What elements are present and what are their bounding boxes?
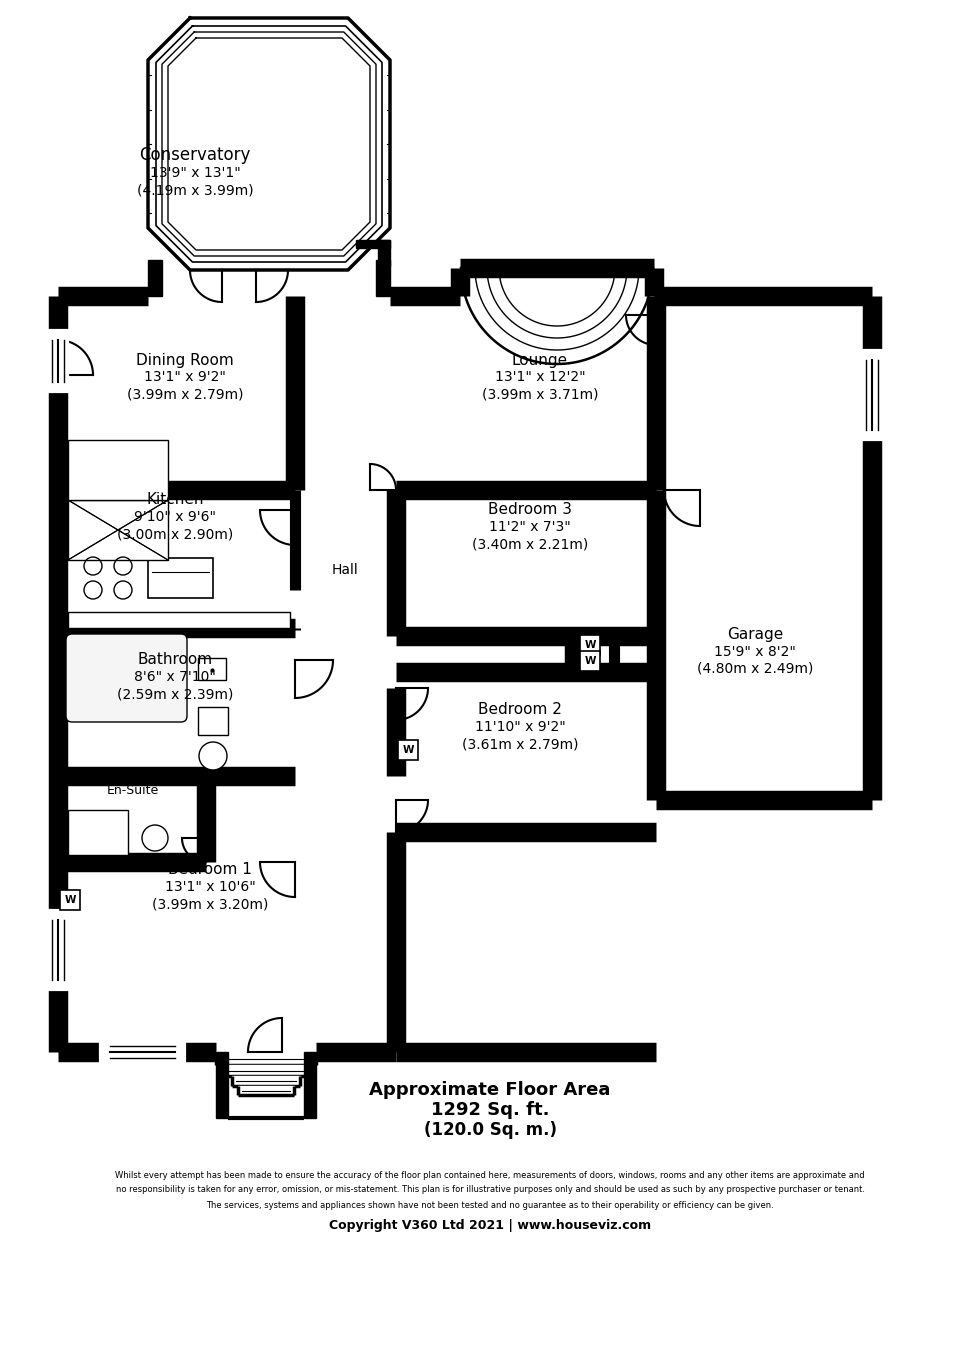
Text: Dining Room: Dining Room <box>136 353 234 367</box>
Text: (3.99m x 3.20m): (3.99m x 3.20m) <box>152 898 269 911</box>
Text: Approximate Floor Area: Approximate Floor Area <box>369 1081 611 1098</box>
Circle shape <box>142 824 168 852</box>
Bar <box>68 439 168 500</box>
Bar <box>304 1052 316 1117</box>
Text: 1292 Sq. ft.: 1292 Sq. ft. <box>431 1101 549 1119</box>
Text: Bathroom: Bathroom <box>137 652 213 667</box>
Text: 11'2" x 7'3": 11'2" x 7'3" <box>489 519 571 534</box>
Text: 15'9" x 8'2": 15'9" x 8'2" <box>714 645 796 659</box>
Bar <box>378 240 390 266</box>
Text: (4.19m x 3.99m): (4.19m x 3.99m) <box>136 184 253 198</box>
Text: (3.99m x 3.71m): (3.99m x 3.71m) <box>482 386 598 401</box>
Bar <box>60 890 80 910</box>
FancyBboxPatch shape <box>66 635 187 721</box>
Text: 8'6" x 7'10": 8'6" x 7'10" <box>134 670 216 683</box>
Text: W: W <box>584 656 596 666</box>
Text: En-Suite: En-Suite <box>107 784 159 796</box>
Text: W: W <box>65 895 75 904</box>
Bar <box>148 559 213 598</box>
Bar <box>148 260 162 296</box>
Bar <box>216 1052 228 1117</box>
Bar <box>580 651 600 671</box>
Bar <box>216 1052 316 1064</box>
Text: 9'10" x 9'6": 9'10" x 9'6" <box>134 510 216 523</box>
Text: (3.61m x 2.79m): (3.61m x 2.79m) <box>462 738 578 751</box>
Text: 13'1" x 12'2": 13'1" x 12'2" <box>495 370 585 384</box>
Text: Conservatory: Conservatory <box>139 146 251 164</box>
Bar <box>68 500 168 560</box>
Text: (120.0 Sq. m.): (120.0 Sq. m.) <box>423 1121 557 1139</box>
Circle shape <box>199 742 227 770</box>
Text: 13'1" x 9'2": 13'1" x 9'2" <box>144 370 226 384</box>
Text: Bedroom 3: Bedroom 3 <box>488 503 572 518</box>
Bar <box>356 240 390 248</box>
Text: Kitchen: Kitchen <box>146 492 204 507</box>
Text: (3.00m x 2.90m): (3.00m x 2.90m) <box>117 527 233 541</box>
Text: (4.80m x 2.49m): (4.80m x 2.49m) <box>697 662 813 677</box>
Text: 13'1" x 10'6": 13'1" x 10'6" <box>165 880 256 894</box>
Text: W: W <box>584 640 596 650</box>
Text: Lounge: Lounge <box>512 353 568 367</box>
Bar <box>198 706 228 735</box>
Text: Bedroom 1: Bedroom 1 <box>168 862 252 877</box>
Bar <box>580 635 600 655</box>
Bar <box>68 636 185 720</box>
Text: (3.40m x 2.21m): (3.40m x 2.21m) <box>472 537 588 551</box>
Text: Hall: Hall <box>331 563 359 578</box>
Bar <box>224 1064 308 1077</box>
Bar <box>398 740 418 759</box>
Bar <box>68 810 128 856</box>
Text: (2.59m x 2.39m): (2.59m x 2.39m) <box>117 687 233 701</box>
Text: Garage: Garage <box>727 628 783 643</box>
Text: no responsibility is taken for any error, omission, or mis-statement. This plan : no responsibility is taken for any error… <box>116 1185 864 1195</box>
Bar <box>232 1077 300 1086</box>
Text: Bedroom 2: Bedroom 2 <box>478 702 562 717</box>
Text: (3.99m x 2.79m): (3.99m x 2.79m) <box>126 386 243 401</box>
Text: W: W <box>402 744 414 755</box>
Bar <box>68 612 290 628</box>
Bar <box>238 1086 294 1096</box>
Text: Whilst every attempt has been made to ensure the accuracy of the floor plan cont: Whilst every attempt has been made to en… <box>116 1170 864 1180</box>
Text: 13'9" x 13'1": 13'9" x 13'1" <box>150 165 240 180</box>
Text: Copyright V360 Ltd 2021 | www.houseviz.com: Copyright V360 Ltd 2021 | www.houseviz.c… <box>329 1219 651 1231</box>
Text: The services, systems and appliances shown have not been tested and no guarantee: The services, systems and appliances sho… <box>206 1200 774 1210</box>
Bar <box>376 260 390 296</box>
Bar <box>198 658 226 679</box>
Text: 11'10" x 9'2": 11'10" x 9'2" <box>474 720 565 734</box>
